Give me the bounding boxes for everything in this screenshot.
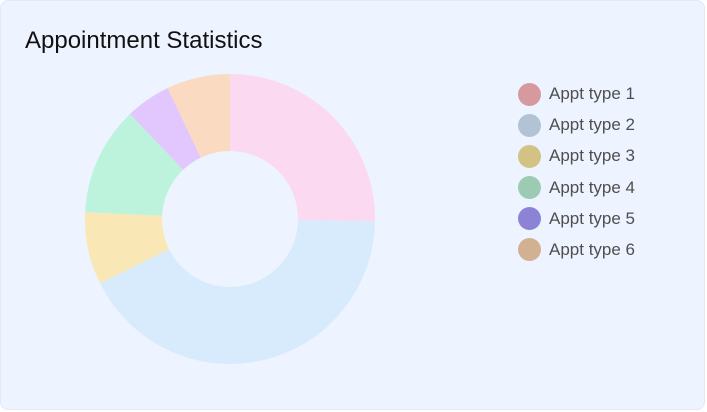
legend-item-1[interactable]: Appt type 1 [518,82,635,106]
legend-label-2: Appt type 2 [549,115,636,135]
donut-slice-1[interactable] [230,74,375,222]
legend-label-5: Appt type 5 [549,208,636,228]
legend-item-6[interactable]: Appt type 6 [518,238,635,262]
legend-swatch-3 [518,144,541,168]
chart-legend: Appt type 1 Appt type 2 Appt type 3 Appt ty… [518,82,635,269]
donut-slice-2[interactable] [100,220,375,364]
legend-label-3: Appt type 3 [549,146,636,166]
legend-item-5[interactable]: Appt type 5 [518,207,635,231]
legend-label-1: Appt type 1 [549,84,636,103]
legend-label-6: Appt type 6 [549,239,636,259]
donut-slice-4[interactable] [85,114,184,216]
donut-slice-5[interactable] [129,88,201,170]
card-title: Appointment Statistics [25,27,263,54]
legend-swatch-4 [518,176,541,200]
legend-label-4: Appt type 4 [549,177,636,197]
legend-item-2[interactable]: Appt type 2 [518,113,635,137]
legend-swatch-5 [518,207,541,231]
donut-slice-3[interactable] [85,212,170,284]
legend-item-4[interactable]: Appt type 4 [518,176,635,200]
legend-swatch-6 [518,238,541,262]
donut-slice-6[interactable] [167,74,230,158]
legend-swatch-2 [518,113,541,137]
legend-swatch-1 [518,82,541,106]
legend-item-3[interactable]: Appt type 3 [518,144,635,168]
